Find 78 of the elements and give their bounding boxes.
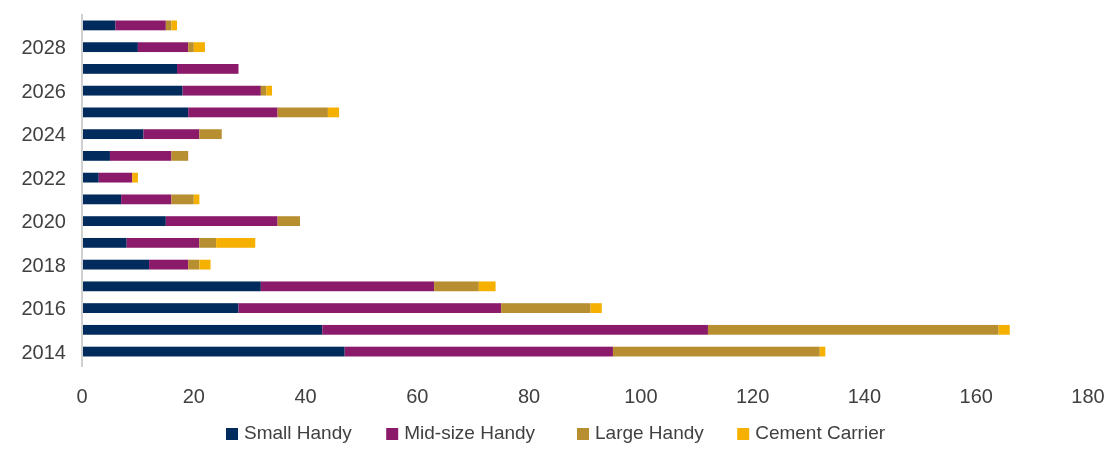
- bar: [238, 303, 502, 313]
- bar: [199, 237, 217, 248]
- bar: [82, 20, 116, 31]
- bar: [171, 150, 189, 161]
- x-tick-label: 20: [182, 385, 205, 407]
- bar: [82, 303, 239, 313]
- bar: [82, 216, 166, 227]
- bar: [82, 194, 122, 205]
- bar: [260, 85, 267, 96]
- bar: [277, 107, 328, 118]
- x-tick-label: 120: [735, 385, 770, 407]
- y-tick-label: 2014: [21, 340, 66, 363]
- bar: [177, 64, 239, 74]
- bar: [82, 85, 183, 96]
- bar: [82, 150, 110, 161]
- bar: [998, 324, 1010, 335]
- bar: [193, 194, 200, 205]
- bar: [121, 194, 172, 205]
- bar: [82, 64, 178, 74]
- bar: [193, 42, 205, 53]
- bar: [82, 259, 150, 270]
- x-tick-label: 0: [76, 385, 88, 407]
- bar: [188, 259, 200, 270]
- bar: [327, 107, 340, 118]
- bar: [149, 259, 189, 270]
- bar: [82, 324, 323, 335]
- bar: [82, 281, 261, 292]
- x-tick-label: 100: [624, 385, 658, 407]
- bar: [322, 324, 708, 335]
- bar: [590, 303, 602, 313]
- x-tick-label: 60: [406, 385, 429, 407]
- bar: [216, 237, 256, 248]
- bar: [266, 85, 273, 96]
- bar: [171, 194, 194, 205]
- bar: [126, 237, 200, 248]
- x-tick-label: 140: [847, 385, 882, 407]
- x-tick-label: 180: [1071, 385, 1105, 407]
- legend-label: Cement Carrier: [755, 422, 886, 443]
- bar: [501, 303, 591, 313]
- y-tick-label: 2018: [21, 253, 66, 276]
- bar: [82, 107, 189, 118]
- bar: [137, 42, 189, 53]
- bar: [612, 346, 820, 357]
- bar: [132, 172, 138, 183]
- bar: [188, 42, 194, 53]
- bar: [82, 172, 99, 183]
- legend-label: Large Handy: [595, 422, 705, 443]
- bar: [82, 237, 127, 248]
- bar: [277, 216, 300, 227]
- bar: [171, 20, 178, 31]
- y-tick-label: 2016: [21, 297, 66, 320]
- bar: [98, 172, 133, 183]
- y-tick-label: 2022: [21, 166, 66, 189]
- bar: [478, 281, 496, 292]
- legend-label: Small Handy: [244, 422, 353, 443]
- y-tick-label: 2020: [21, 210, 66, 233]
- x-tick-label: 80: [517, 385, 541, 407]
- bar: [115, 20, 166, 31]
- bar: [199, 129, 222, 140]
- y-tick-label: 2028: [21, 36, 66, 59]
- legend-label: Mid-size Handy: [404, 422, 536, 443]
- y-tick-label: 2026: [21, 79, 66, 102]
- bar: [182, 85, 261, 96]
- y-tick-label: 2024: [21, 123, 66, 146]
- bar: [434, 281, 479, 292]
- bar: [109, 150, 172, 161]
- bar: [165, 216, 278, 227]
- bar: [344, 346, 613, 357]
- bar: [82, 42, 138, 53]
- bar: [707, 324, 999, 335]
- bar: [82, 346, 345, 357]
- x-tick-label: 40: [294, 385, 317, 407]
- bar: [260, 281, 435, 292]
- bar: [188, 107, 278, 118]
- bar: [143, 129, 200, 140]
- bar: [199, 259, 211, 270]
- bar: [82, 129, 144, 140]
- x-tick-label: 160: [959, 385, 993, 407]
